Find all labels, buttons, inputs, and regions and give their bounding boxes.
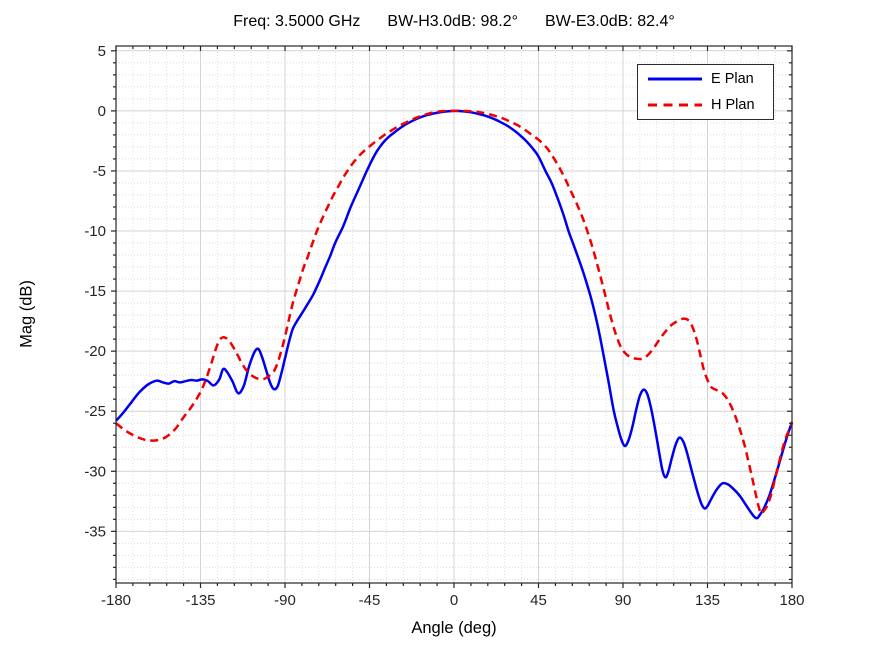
- x-tick-label: 45: [530, 592, 547, 609]
- legend: E Plan H Plan: [637, 64, 774, 120]
- curve-e-plan: [115, 109, 794, 520]
- y-tick-label: -5: [93, 163, 106, 180]
- x-tick-label: -135: [185, 592, 215, 609]
- x-tick-label: 0: [450, 592, 458, 609]
- h-plan-line-sample-icon: [648, 103, 702, 107]
- x-tick-label: 135: [695, 592, 720, 609]
- e-plan-line-sample-icon: [648, 77, 702, 81]
- legend-label-h-plan: H Plan: [711, 97, 755, 113]
- plot-title: Freq: 3.5000 GHz BW-H3.0dB: 98.2° BW-E3.…: [116, 13, 792, 31]
- x-tick-label: 180: [779, 592, 804, 609]
- x-tick-label: -45: [359, 592, 381, 609]
- y-tick-label: -30: [84, 463, 106, 480]
- y-tick-label: 0: [98, 103, 106, 120]
- x-tick-label: -180: [101, 592, 131, 609]
- y-tick-label: -10: [84, 223, 106, 240]
- y-tick-label: 5: [98, 43, 106, 60]
- y-tick-label: -25: [84, 403, 106, 420]
- title-bw-h: BW-H3.0dB: 98.2°: [387, 13, 519, 30]
- x-axis-label: Angle (deg): [411, 619, 497, 637]
- legend-item-h-plan: H Plan: [647, 93, 773, 117]
- x-tick-label: -90: [274, 592, 296, 609]
- title-bw-e: BW-E3.0dB: 82.4°: [545, 13, 675, 30]
- legend-item-e-plan: E Plan: [647, 67, 773, 91]
- curve-h-plan: [115, 109, 794, 515]
- y-tick-label: -15: [84, 283, 106, 300]
- x-tick-label: 90: [615, 592, 632, 609]
- legend-label-e-plan: E Plan: [711, 71, 754, 87]
- y-tick-label: -20: [84, 343, 106, 360]
- title-freq: Freq: 3.5000 GHz: [233, 13, 361, 30]
- y-axis-label: Mag (dB): [17, 280, 36, 348]
- y-tick-label: -35: [84, 523, 106, 540]
